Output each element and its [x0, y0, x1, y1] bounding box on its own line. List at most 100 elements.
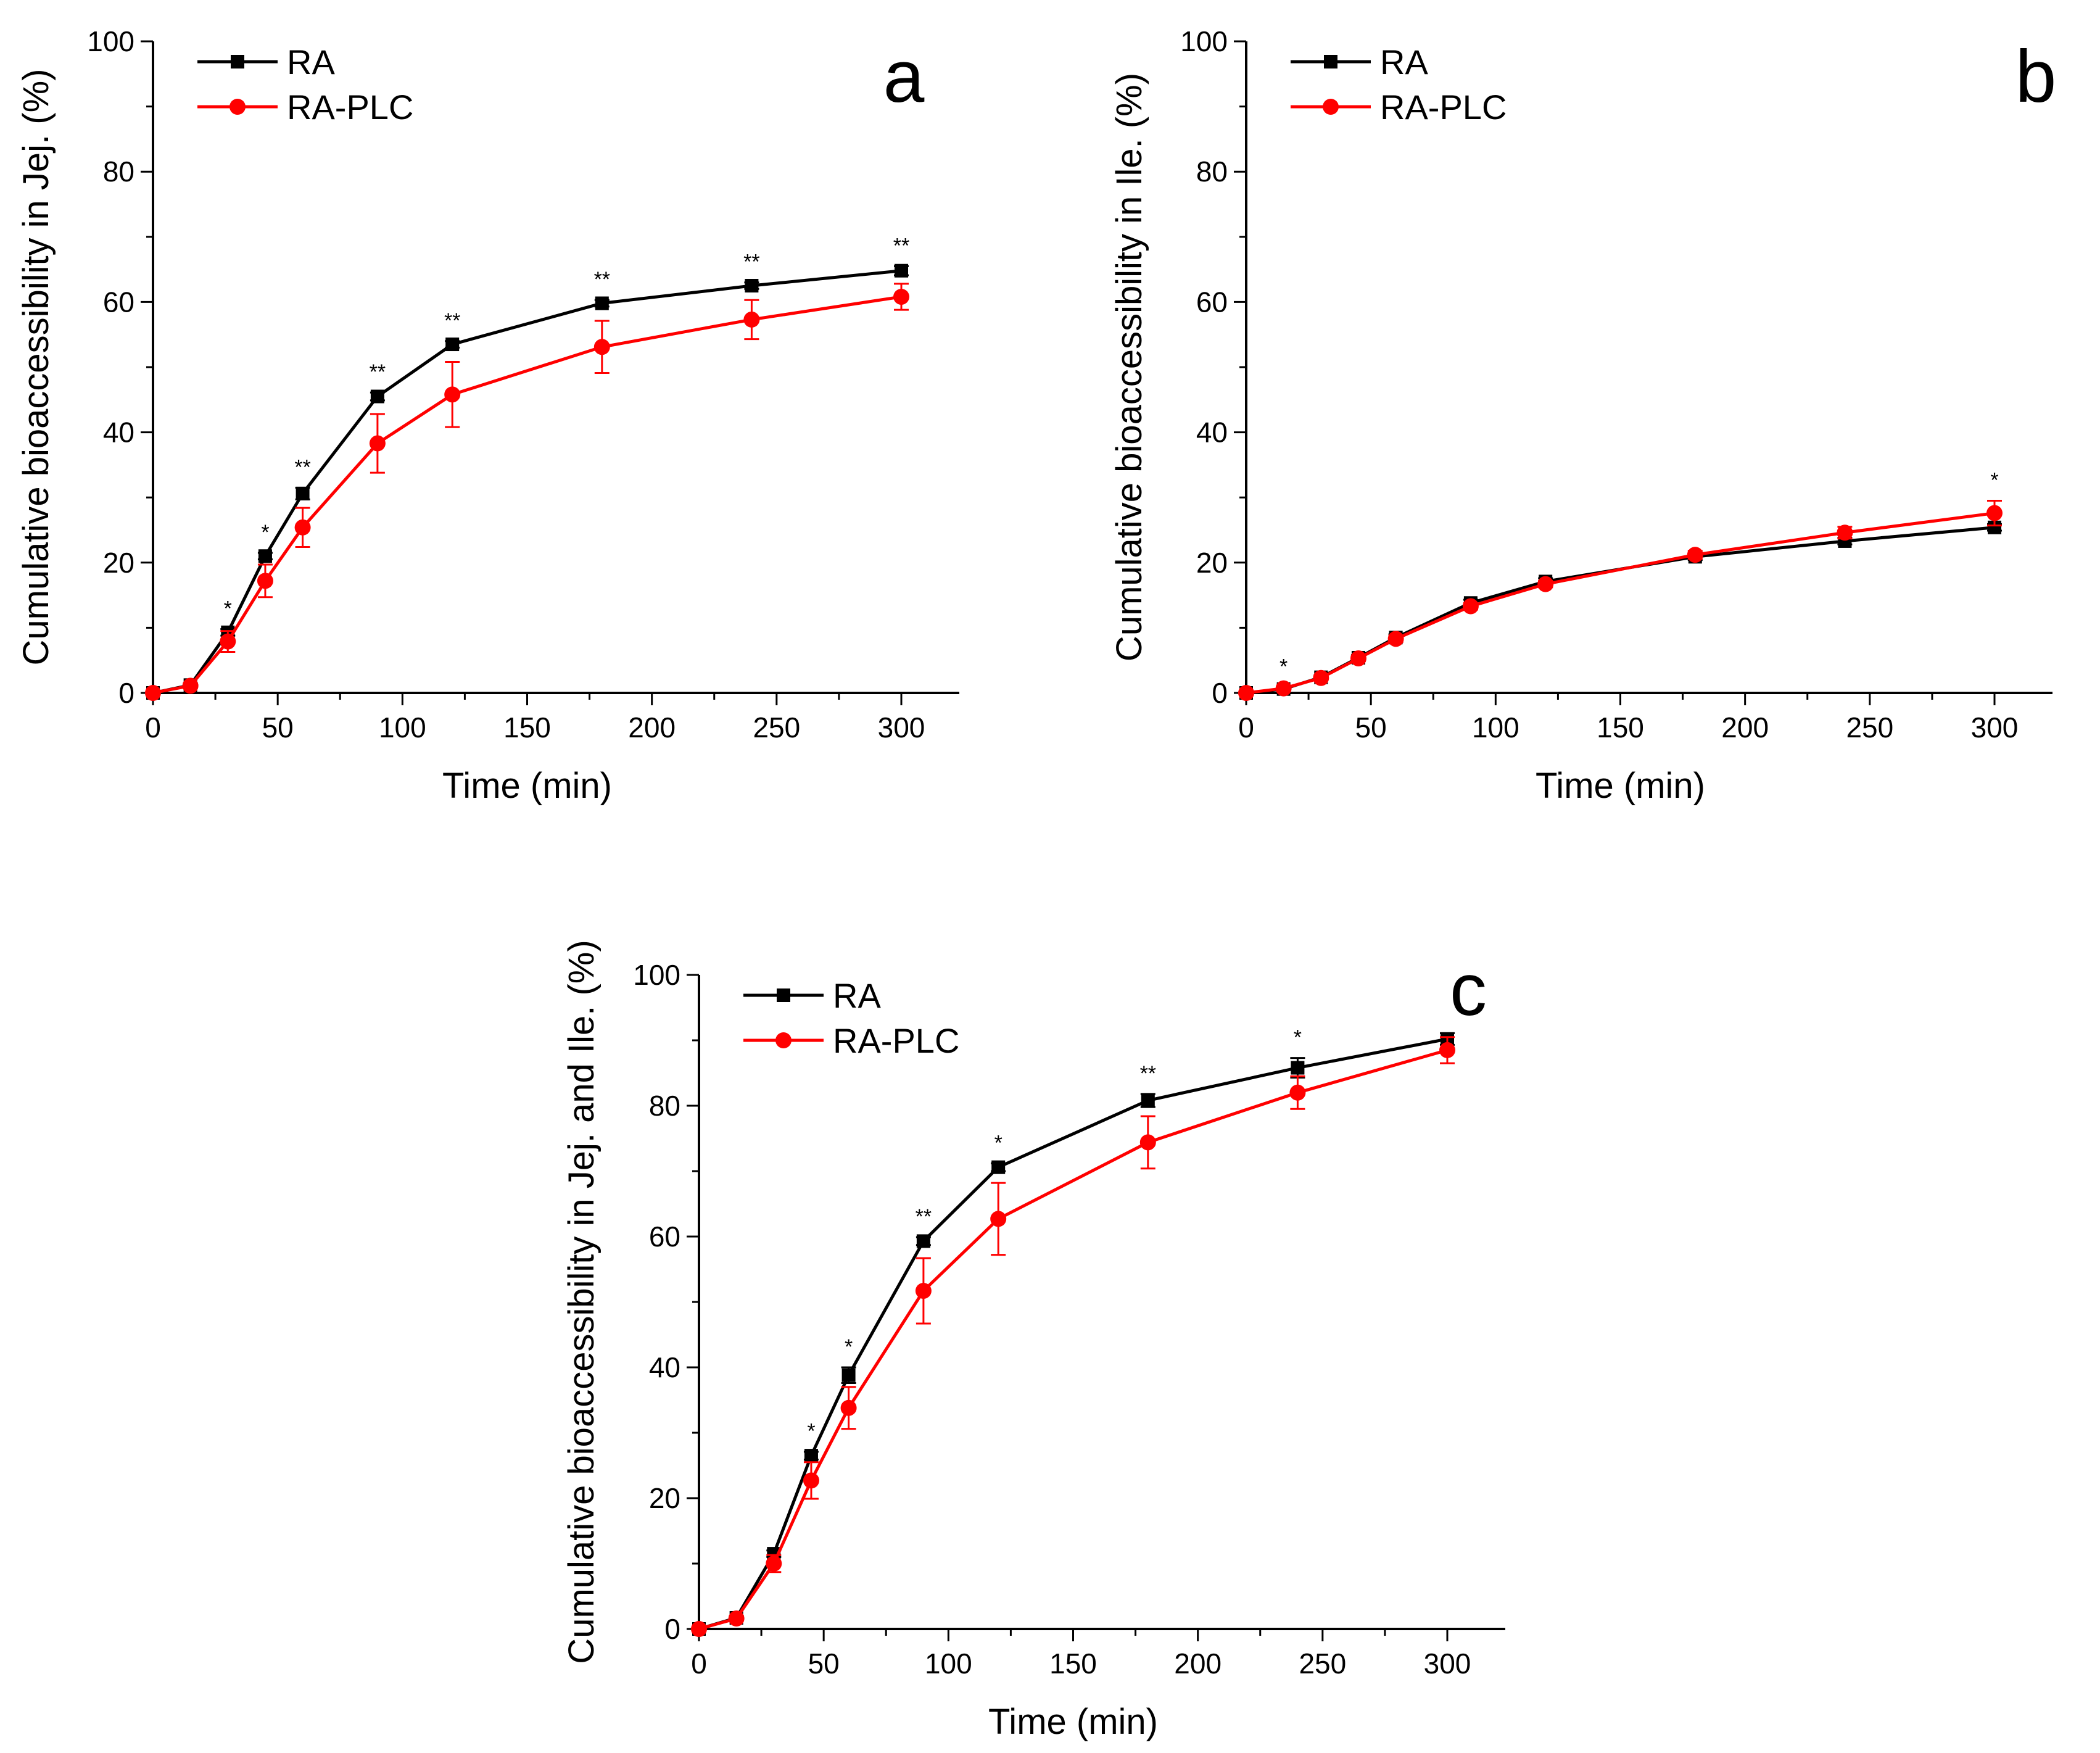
significance-label: * — [845, 1335, 853, 1359]
legend-label: RA-PLC — [287, 88, 413, 126]
x-tick-label: 0 — [1238, 711, 1254, 744]
data-point — [691, 1621, 707, 1637]
data-point — [915, 1282, 932, 1299]
data-point — [1289, 1084, 1306, 1101]
series-ra — [1239, 520, 2002, 700]
y-tick-label: 20 — [103, 547, 134, 579]
y-tick-label: 80 — [103, 155, 134, 188]
significance-label: * — [1279, 655, 1288, 678]
x-tick-label: 300 — [1424, 1647, 1471, 1680]
y-tick-label: 80 — [649, 1090, 680, 1122]
data-point — [1687, 547, 1703, 563]
significance-label: * — [994, 1131, 1002, 1154]
significance-label: * — [1294, 1026, 1302, 1050]
legend-label: RA-PLC — [833, 1021, 959, 1060]
legend-marker — [777, 988, 790, 1002]
significance-label: ** — [893, 234, 909, 257]
data-point — [1986, 505, 2003, 521]
panel-letter: c — [1450, 948, 1487, 1031]
data-point — [1275, 680, 1292, 697]
legend-marker — [229, 99, 246, 115]
x-tick-label: 0 — [145, 711, 161, 744]
data-point — [745, 279, 759, 292]
y-tick-label: 60 — [1196, 286, 1228, 318]
data-point — [840, 1399, 857, 1416]
significance-label: * — [1990, 468, 1998, 492]
data-point — [1837, 524, 1853, 541]
x-tick-label: 50 — [808, 1647, 840, 1680]
series-line — [1246, 526, 1995, 695]
x-tick-label: 150 — [503, 711, 551, 744]
data-point — [593, 339, 610, 355]
series-ra — [146, 263, 909, 700]
data-point — [991, 1160, 1006, 1174]
legend-marker — [775, 1032, 792, 1048]
data-point — [145, 685, 161, 701]
significance-label: ** — [294, 455, 310, 479]
x-tick-label: 200 — [1721, 711, 1769, 744]
series-ra-plc — [145, 283, 909, 701]
data-point — [1139, 1134, 1156, 1151]
x-axis-title: Time (min) — [988, 1702, 1158, 1742]
x-axis-title: Time (min) — [442, 766, 612, 806]
x-tick-label: 100 — [1472, 711, 1519, 744]
y-tick-label: 100 — [1180, 25, 1228, 57]
x-tick-label: 250 — [1846, 711, 1893, 744]
y-axis-title: Cumulative bioaccessibility in Jej. (%) — [16, 69, 56, 666]
y-tick-label: 20 — [649, 1482, 680, 1514]
series-line — [152, 295, 902, 695]
x-tick-label: 50 — [262, 711, 294, 744]
data-point — [294, 519, 311, 536]
legend-marker — [1324, 55, 1337, 68]
data-point — [220, 633, 236, 650]
data-point — [1313, 669, 1329, 686]
data-point — [296, 486, 310, 500]
y-tick-label: 20 — [1196, 547, 1228, 579]
data-point — [369, 435, 386, 452]
significance-label: ** — [370, 360, 386, 384]
data-point — [895, 263, 908, 278]
series-line — [698, 1048, 1448, 1631]
series-line — [1246, 512, 1995, 695]
data-point — [1439, 1042, 1455, 1058]
significance-label: ** — [1140, 1062, 1156, 1085]
x-tick-label: 100 — [925, 1647, 972, 1680]
significance-label: * — [224, 597, 232, 621]
legend: RA RA-PLC — [1291, 43, 1507, 126]
data-point — [743, 311, 760, 328]
x-tick-label: 150 — [1597, 711, 1644, 744]
data-point — [444, 386, 461, 403]
data-point — [1238, 685, 1254, 701]
data-point — [182, 678, 199, 694]
y-tick-label: 60 — [103, 286, 134, 318]
significance-label: ** — [743, 251, 759, 274]
series-line — [698, 1037, 1448, 1631]
panel-letter: a — [883, 35, 925, 118]
significance-label: ** — [594, 268, 610, 291]
x-tick-label: 200 — [628, 711, 676, 744]
legend-label: RA-PLC — [1380, 88, 1507, 126]
significance-label: ** — [916, 1205, 932, 1229]
legend-label: RA — [833, 976, 881, 1015]
series-ra — [692, 1032, 1455, 1636]
data-point — [1141, 1093, 1155, 1108]
chart-panel-b: 0 50 100 150 200 250 300 0 20 40 60 80 100 Time (min)… — [1109, 25, 2056, 806]
x-tick-label: 250 — [753, 711, 800, 744]
legend-label: RA — [1380, 43, 1428, 81]
series-line — [152, 269, 902, 695]
data-point — [370, 389, 384, 404]
data-point — [893, 288, 909, 305]
data-point — [841, 1368, 856, 1382]
y-tick-label: 40 — [649, 1351, 680, 1383]
legend: RA RA-PLC — [197, 43, 413, 126]
y-tick-label: 40 — [103, 416, 134, 449]
y-tick-label: 0 — [664, 1613, 680, 1645]
series-ra-plc — [691, 1036, 1455, 1637]
x-tick-label: 300 — [878, 711, 925, 744]
y-axis-title: Cumulative bioaccessibility in Jej. and … — [561, 940, 601, 1664]
data-point — [1462, 598, 1479, 615]
legend: RA RA-PLC — [743, 976, 959, 1060]
legend-marker — [1323, 99, 1339, 115]
data-point — [804, 1449, 818, 1463]
data-point — [1291, 1061, 1305, 1075]
